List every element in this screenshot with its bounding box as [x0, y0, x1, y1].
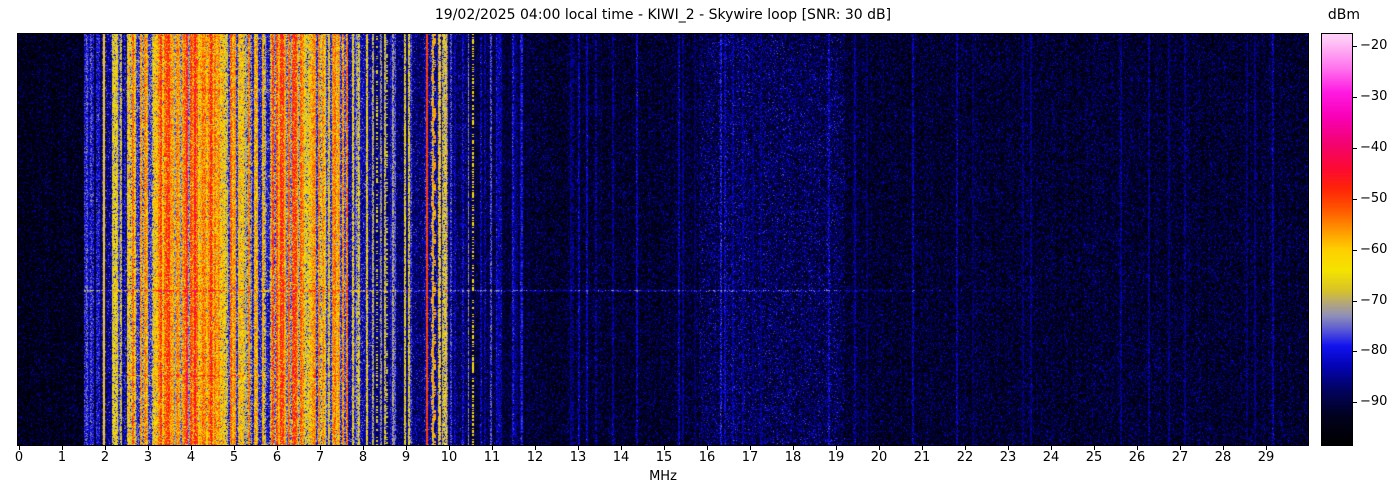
colorbar-tick-mark [1352, 199, 1357, 200]
x-tick-mark [922, 446, 923, 450]
x-tick-label: 3 [143, 450, 153, 465]
x-tick-mark [750, 446, 751, 450]
x-tick-label: 28 [1214, 450, 1232, 465]
x-tick-label: 15 [655, 450, 673, 465]
colorbar-gradient-canvas [1321, 33, 1353, 446]
x-tick-label: 21 [913, 450, 931, 465]
x-tick-label: 0 [14, 450, 24, 465]
x-tick-mark [836, 446, 837, 450]
x-tick-label: 19 [827, 450, 845, 465]
x-tick-label: 9 [401, 450, 411, 465]
x-tick-mark [1180, 446, 1181, 450]
x-tick-mark [621, 446, 622, 450]
x-tick-mark [191, 446, 192, 450]
x-tick-mark [320, 446, 321, 450]
x-tick-label: 2 [100, 450, 110, 465]
colorbar-tick-mark [1352, 148, 1357, 149]
x-tick-mark [1051, 446, 1052, 450]
colorbar-tick-label: −20 [1360, 38, 1388, 53]
x-tick-mark [19, 446, 20, 450]
x-tick-label: 17 [741, 450, 759, 465]
colorbar-tick-mark [1352, 46, 1357, 47]
colorbar-tick-label: −60 [1360, 242, 1388, 257]
x-tick-label: 26 [1128, 450, 1146, 465]
x-tick-mark [406, 446, 407, 450]
x-tick-label: 8 [358, 450, 368, 465]
waterfall-heatmap-canvas [17, 33, 1309, 446]
x-tick-mark [234, 446, 235, 450]
colorbar-tick-mark [1352, 97, 1357, 98]
x-tick-label: 18 [784, 450, 802, 465]
x-tick-label: 27 [1171, 450, 1189, 465]
colorbar-tick-mark [1352, 301, 1357, 302]
x-tick-label: 14 [612, 450, 630, 465]
colorbar-tick-label: −50 [1360, 191, 1388, 206]
x-tick-mark [1223, 446, 1224, 450]
x-tick-label: 10 [440, 450, 458, 465]
colorbar-unit-label: dBm [1327, 7, 1361, 23]
colorbar-tick-label: −80 [1360, 343, 1388, 358]
x-tick-mark [1008, 446, 1009, 450]
x-tick-mark [664, 446, 665, 450]
x-tick-mark [492, 446, 493, 450]
x-tick-mark [535, 446, 536, 450]
chart-title: 19/02/2025 04:00 local time - KIWI_2 - S… [434, 7, 892, 23]
x-tick-label: 4 [186, 450, 196, 465]
colorbar-tick-label: −70 [1360, 293, 1388, 308]
x-tick-label: 13 [569, 450, 587, 465]
colorbar-tick-mark [1352, 351, 1357, 352]
x-tick-mark [105, 446, 106, 450]
x-tick-mark [449, 446, 450, 450]
x-tick-mark [578, 446, 579, 450]
x-tick-label: 20 [870, 450, 888, 465]
x-axis-label: MHz [649, 469, 677, 484]
x-tick-mark [879, 446, 880, 450]
x-tick-mark [965, 446, 966, 450]
x-tick-mark [148, 446, 149, 450]
x-tick-label: 7 [315, 450, 325, 465]
colorbar-tick-label: −90 [1360, 394, 1388, 409]
colorbar-tick-label: −40 [1360, 140, 1388, 155]
x-tick-mark [1094, 446, 1095, 450]
colorbar-tick-mark [1352, 250, 1357, 251]
x-tick-label: 11 [483, 450, 501, 465]
x-tick-label: 1 [57, 450, 67, 465]
x-tick-label: 23 [999, 450, 1017, 465]
x-tick-label: 29 [1257, 450, 1275, 465]
x-tick-mark [793, 446, 794, 450]
x-tick-label: 6 [272, 450, 282, 465]
x-tick-label: 12 [526, 450, 544, 465]
x-tick-label: 22 [956, 450, 974, 465]
x-tick-label: 24 [1042, 450, 1060, 465]
x-tick-mark [1266, 446, 1267, 450]
x-tick-label: 16 [698, 450, 716, 465]
x-tick-mark [277, 446, 278, 450]
x-tick-mark [1137, 446, 1138, 450]
x-tick-label: 5 [229, 450, 239, 465]
x-tick-mark [707, 446, 708, 450]
colorbar-tick-label: −30 [1360, 89, 1388, 104]
x-tick-mark [62, 446, 63, 450]
colorbar-tick-mark [1352, 402, 1357, 403]
x-tick-label: 25 [1085, 450, 1103, 465]
x-tick-mark [363, 446, 364, 450]
